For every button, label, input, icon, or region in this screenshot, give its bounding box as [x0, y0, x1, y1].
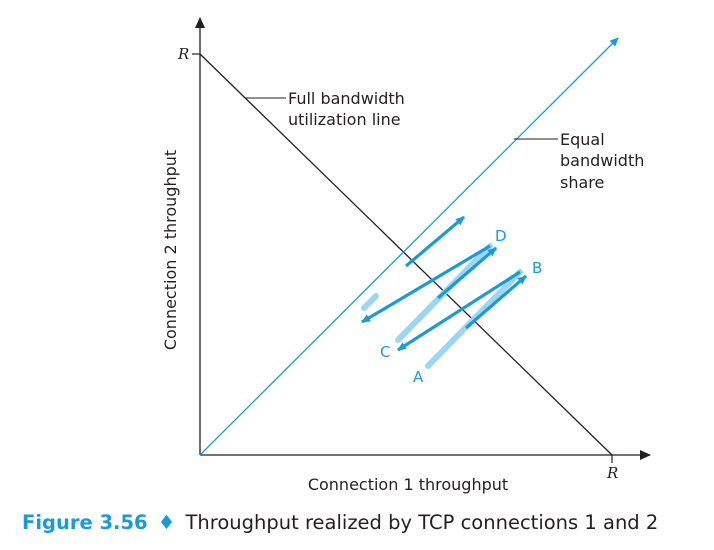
x-axis-r-label: R [606, 464, 618, 482]
y-axis-title: Connection 2 throughput [161, 150, 180, 350]
equal-share-label-line-2: bandwidth [560, 151, 644, 170]
full-bandwidth-utilization-line [199, 53, 613, 456]
figure-number: Figure 3.56 [22, 511, 148, 534]
point-d-label: D [495, 227, 507, 245]
equal-bandwidth-share-line [199, 37, 619, 456]
full-bandwidth-label-line-1: Full bandwidth [288, 89, 405, 108]
trajectory-arrow-to-b [464, 274, 528, 330]
caption-separator-icon: ♦ [157, 511, 176, 534]
equal-share-label: Equal bandwidth share [560, 130, 649, 192]
trajectory-after-d [361, 293, 379, 311]
equal-share-label-line-1: Equal [560, 130, 605, 149]
equal-share-label-line-3: share [560, 173, 604, 192]
point-b-label: B [532, 259, 542, 277]
trajectory-arrow-to-d [436, 246, 498, 300]
trajectory-arrow-d-to-next [361, 244, 491, 324]
y-axis-r-label: R [177, 45, 189, 63]
full-bandwidth-label-line-2: utilization line [288, 110, 401, 129]
full-bandwidth-label: Full bandwidth utilization line [288, 89, 410, 129]
point-c-label: C [380, 343, 390, 361]
trajectory-arrow-b-to-c [397, 270, 521, 352]
x-axis-title: Connection 1 throughput [308, 475, 508, 494]
tcp-fairness-diagram: R R Full bandwidth utilization line Equa… [161, 17, 651, 494]
figure-caption: Figure 3.56 ♦ Throughput realized by TCP… [22, 511, 658, 534]
trajectory-arrow-up [404, 215, 466, 268]
caption-text: Throughput realized by TCP connections 1… [185, 511, 659, 534]
point-a-label: A [413, 368, 424, 386]
